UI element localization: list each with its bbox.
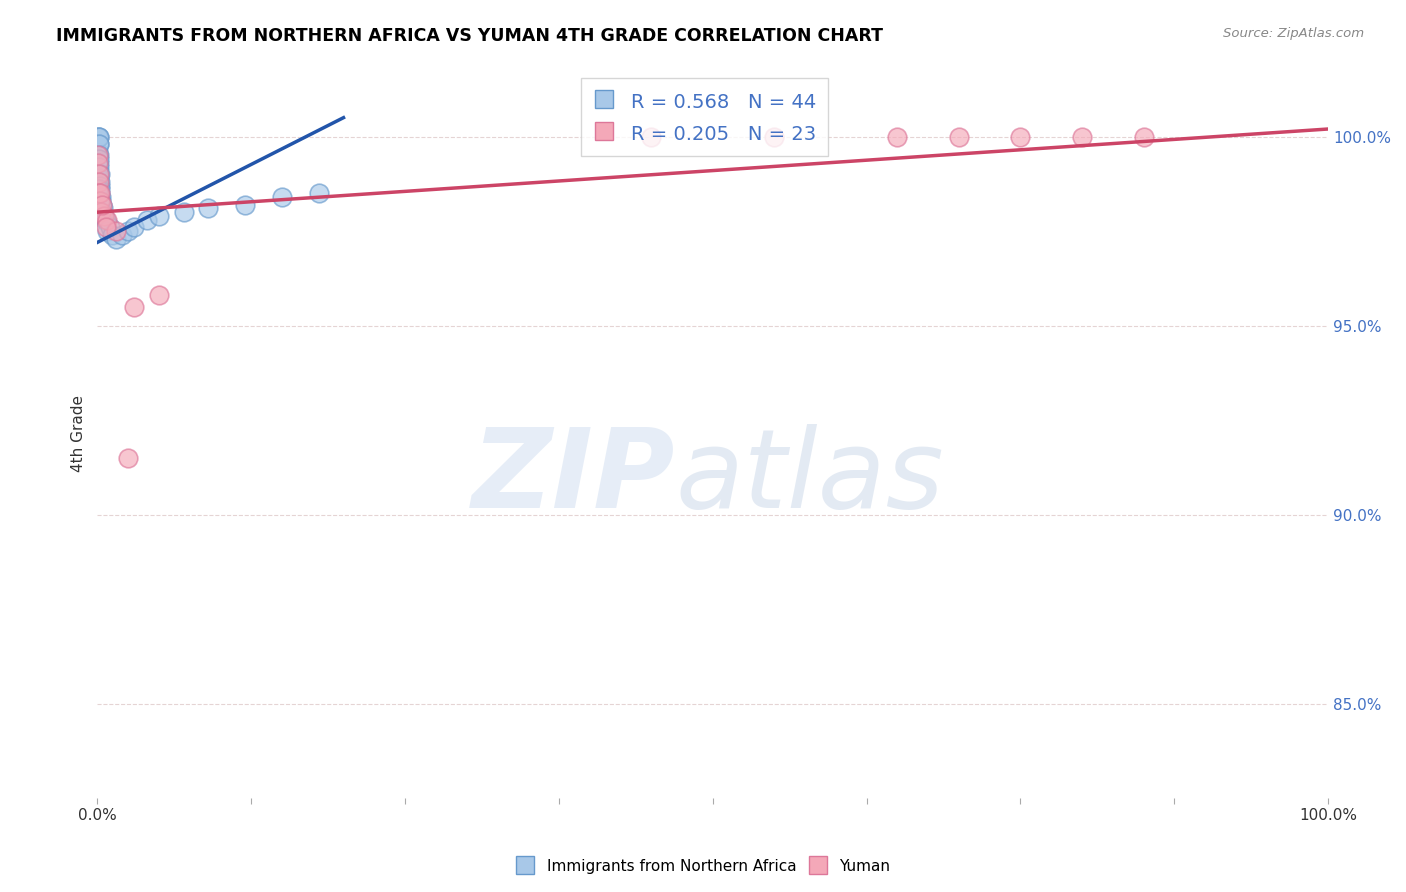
Point: [763, 129, 786, 144]
Point: [94, 212, 117, 227]
Point: [104, 224, 127, 238]
Text: IMMIGRANTS FROM NORTHERN AFRICA VS YUMAN 4TH GRADE CORRELATION CHART: IMMIGRANTS FROM NORTHERN AFRICA VS YUMAN…: [56, 27, 883, 45]
Point: [87, 167, 110, 181]
Text: Source: ZipAtlas.com: Source: ZipAtlas.com: [1223, 27, 1364, 40]
Point: [93, 209, 115, 223]
Point: [135, 212, 157, 227]
Point: [101, 227, 124, 242]
Point: [96, 224, 118, 238]
Point: [148, 209, 170, 223]
Point: [89, 182, 111, 196]
Point: [90, 205, 112, 219]
Point: [124, 220, 146, 235]
Point: [98, 220, 121, 235]
Point: [89, 186, 111, 201]
Y-axis label: 4th Grade: 4th Grade: [72, 395, 86, 472]
Point: [87, 148, 110, 162]
Text: atlas: atlas: [676, 424, 945, 531]
Point: [89, 186, 111, 201]
Point: [948, 129, 970, 144]
Point: [1071, 129, 1094, 144]
Point: [87, 175, 110, 189]
Point: [87, 160, 110, 174]
Point: [87, 129, 110, 144]
Point: [124, 300, 146, 314]
Point: [173, 205, 195, 219]
Point: [90, 190, 112, 204]
Point: [87, 137, 110, 152]
Point: [111, 227, 134, 242]
Point: [1132, 129, 1154, 144]
Point: [89, 175, 111, 189]
Point: [117, 450, 139, 465]
Point: [308, 186, 330, 201]
Point: [87, 137, 110, 152]
Point: [87, 156, 110, 170]
Point: [1010, 129, 1032, 144]
Point: [89, 171, 111, 186]
Point: [90, 194, 112, 208]
Point: [197, 202, 219, 216]
Point: [89, 160, 111, 174]
Point: [90, 197, 112, 211]
Point: [148, 288, 170, 302]
Legend: Immigrants from Northern Africa, Yuman: Immigrants from Northern Africa, Yuman: [510, 853, 896, 880]
Point: [93, 209, 115, 223]
Point: [89, 167, 111, 181]
Point: [886, 129, 908, 144]
Point: [87, 182, 110, 196]
Point: [640, 129, 662, 144]
Point: [89, 186, 111, 201]
Point: [89, 167, 111, 181]
Point: [91, 197, 114, 211]
Point: [89, 194, 111, 208]
Point: [87, 148, 110, 162]
Point: [87, 129, 110, 144]
Point: [233, 197, 256, 211]
Legend: R = 0.568   N = 44, R = 0.205   N = 23: R = 0.568 N = 44, R = 0.205 N = 23: [581, 78, 828, 156]
Point: [96, 212, 118, 227]
Point: [117, 224, 139, 238]
Point: [94, 220, 117, 235]
Point: [87, 156, 110, 170]
Point: [87, 148, 110, 162]
Point: [87, 129, 110, 144]
Point: [89, 153, 111, 167]
Point: [104, 232, 127, 246]
Point: [91, 202, 114, 216]
Point: [89, 178, 111, 193]
Point: [93, 212, 115, 227]
Point: [87, 167, 110, 181]
Point: [89, 194, 111, 208]
Point: [91, 205, 114, 219]
Point: [87, 145, 110, 159]
Point: [271, 190, 294, 204]
Text: ZIP: ZIP: [472, 424, 676, 531]
